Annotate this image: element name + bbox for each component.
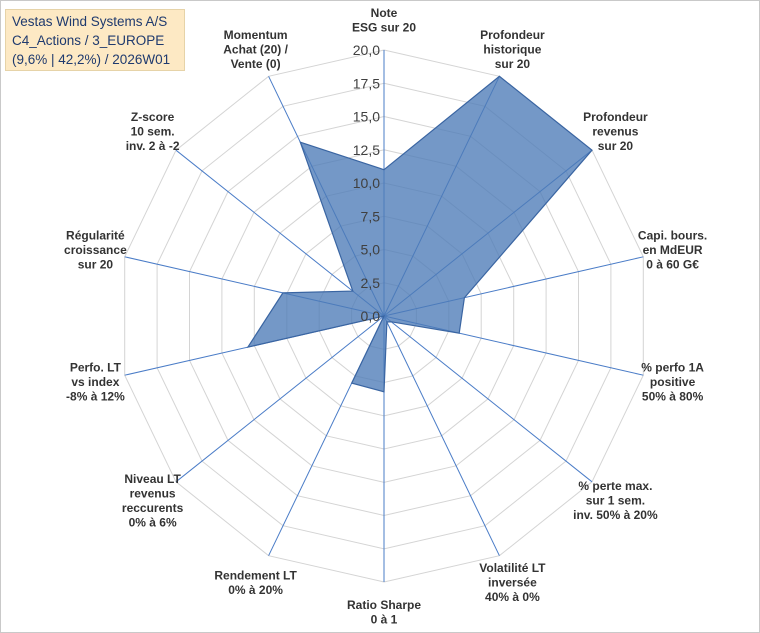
- data-series-area: [246, 75, 593, 393]
- axis-spoke: [175, 149, 385, 317]
- axis-label: Profondeur revenus sur 20: [583, 110, 648, 153]
- tick-label: 20,0: [353, 42, 380, 58]
- title-line-1: Vestas Wind Systems A/S: [12, 14, 168, 29]
- axis-label: Perfo. LT vs index -8% à 12%: [66, 360, 125, 403]
- axis-label: Ratio Sharpe 0 à 1: [347, 598, 421, 627]
- axis-label: Momentum Achat (20) / Vente (0): [223, 28, 288, 71]
- tick-label: 7,5: [361, 208, 381, 224]
- chart-title-box: Vestas Wind Systems A/S C4_Actions / 3_E…: [5, 9, 185, 71]
- tick-label: 2,5: [361, 275, 381, 291]
- axis-spoke: [175, 315, 385, 483]
- tick-label: 15,0: [353, 109, 380, 125]
- tick-label: 0,0: [361, 308, 381, 324]
- title-line-2: C4_Actions / 3_EUROPE: [12, 33, 165, 48]
- axis-label: Régularité croissance sur 20: [64, 229, 127, 272]
- axis-label: Profondeur historique sur 20: [480, 28, 545, 71]
- axis-label: % perfo 1A positive 50% à 80%: [641, 360, 704, 403]
- axis-spoke: [383, 315, 500, 556]
- title-line-3: (9,6% | 42,2%) / 2026W01: [12, 52, 171, 67]
- tick-label: 17,5: [353, 75, 380, 91]
- axis-label: Niveau LT revenus reccurents 0% à 6%: [122, 472, 184, 530]
- tick-label: 5,0: [361, 242, 381, 258]
- axis-label: Note ESG sur 20: [352, 6, 416, 35]
- axis-spoke: [383, 315, 593, 483]
- axis-label: Volatilité LT inversée 40% à 0%: [479, 561, 546, 604]
- axis-label: Z-score 10 sem. inv. 2 à -2: [126, 110, 180, 153]
- tick-label: 12,5: [353, 142, 380, 158]
- tick-label: 10,0: [353, 175, 380, 191]
- axis-label: Capi. bours. en MdEUR 0 à 60 G€: [638, 229, 707, 272]
- axis-label: Rendement LT 0% à 20%: [214, 568, 297, 597]
- axis-label: % perte max. sur 1 sem. inv. 50% à 20%: [573, 479, 658, 522]
